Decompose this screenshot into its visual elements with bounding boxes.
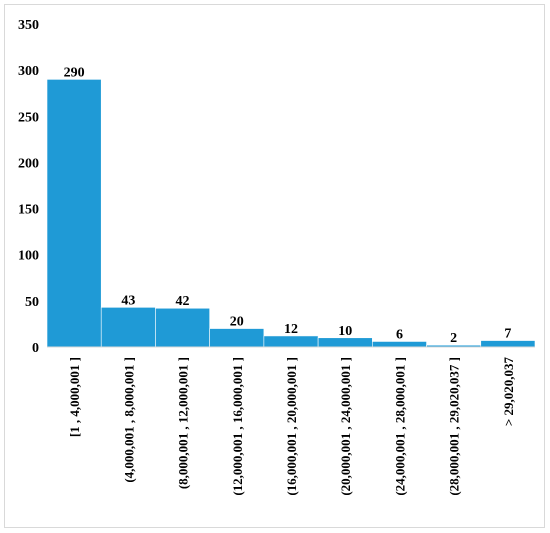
y-tick-label: 50 (25, 295, 39, 310)
bar (46, 79, 102, 348)
x-tick-label: (8,000,001 , 12,000,001 ] (176, 357, 191, 489)
y-tick-label: 150 (18, 203, 39, 218)
bar (317, 337, 373, 348)
bar (263, 335, 319, 348)
data-label: 6 (396, 327, 403, 342)
x-tick-label: [1 , 4,000,001 ] (67, 357, 82, 437)
x-axis: [1 , 4,000,001 ] (4,000,001 , 8,000,001 ]… (47, 346, 535, 496)
bar (100, 307, 156, 348)
data-label: 2 (450, 331, 457, 346)
histogram-chart: 0 50 100 150 200 250 300 350 290 43 42 20 12 10 6 2 7 [… (18, 18, 536, 496)
y-tick-label: 100 (18, 249, 39, 264)
bar (155, 307, 210, 348)
x-tick-label: (24,000,001 , 28,000,001 ] (392, 357, 407, 496)
data-label: 12 (284, 322, 298, 337)
y-tick-label: 0 (32, 341, 39, 356)
y-tick-label: 300 (18, 64, 39, 79)
x-tick-label: (28,000,001 , 29,020,037 ] (447, 357, 462, 496)
data-label: 20 (230, 315, 244, 330)
x-tick-label: (16,000,001 , 20,000,001 ] (284, 357, 299, 496)
y-tick-label: 350 (18, 18, 39, 33)
data-label: 42 (176, 294, 190, 309)
y-axis: 0 50 100 150 200 250 300 350 (18, 18, 39, 356)
x-tick-label: (4,000,001 , 8,000,001 ] (121, 357, 136, 483)
x-tick-label: (20,000,001 , 24,000,001 ] (338, 357, 353, 496)
data-label: 7 (504, 327, 511, 342)
data-label: 10 (338, 324, 352, 339)
bars: 290 43 42 20 12 10 6 2 7 (46, 65, 536, 348)
data-label: 43 (121, 293, 135, 308)
data-label: 290 (64, 65, 85, 80)
y-tick-label: 250 (18, 110, 39, 125)
x-tick-label: > 29,020,037 (501, 357, 516, 427)
x-tick-label: (12,000,001 , 16,000,001 ] (230, 357, 245, 496)
y-tick-label: 200 (18, 156, 39, 171)
bar (209, 328, 265, 348)
chart-frame: 0 50 100 150 200 250 300 350 290 43 42 20 12 10 6 2 7 [… (4, 4, 545, 528)
